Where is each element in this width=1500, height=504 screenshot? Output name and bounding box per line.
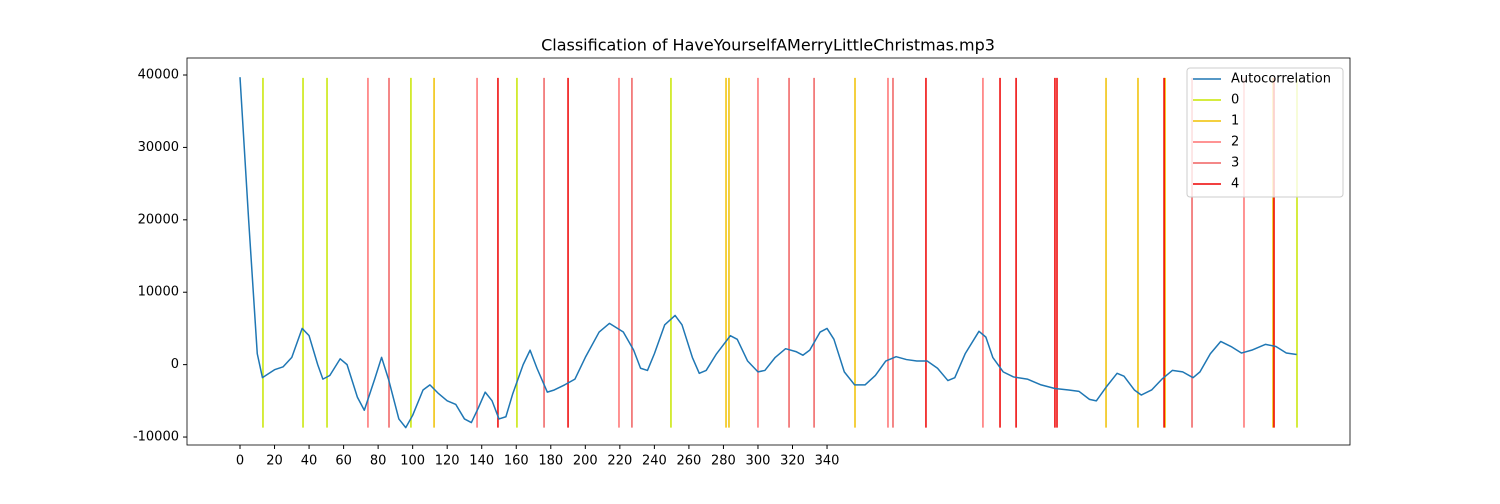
x-tick-label: 180: [538, 454, 563, 469]
x-tick-label: 80: [370, 454, 387, 469]
chart-title: Classification of HaveYourselfAMerryLitt…: [541, 36, 995, 55]
x-tick-label: 300: [746, 454, 771, 469]
legend-label: 4: [1231, 177, 1239, 192]
x-tick-label: 140: [469, 454, 494, 469]
plot-frame: [186, 57, 1351, 446]
x-tick-label: 0: [236, 454, 244, 469]
y-tick-label: 10000: [138, 285, 179, 300]
y-tick-label: 30000: [138, 140, 179, 155]
y-tick-label: 20000: [138, 212, 179, 227]
x-tick-label: 120: [435, 454, 460, 469]
x-tick-label: 160: [504, 454, 529, 469]
x-tick-label: 40: [301, 454, 318, 469]
x-tick-label: 280: [711, 454, 736, 469]
y-tick-label: -10000: [133, 430, 179, 445]
x-tick-label: 100: [400, 454, 425, 469]
legend-label: Autocorrelation: [1231, 72, 1331, 87]
x-tick-label: 320: [780, 454, 805, 469]
x-tick-label: 240: [642, 454, 667, 469]
x-tick-label: 260: [676, 454, 701, 469]
x-tick-label: 20: [266, 454, 283, 469]
legend-label: 0: [1231, 93, 1239, 108]
legend-label: 2: [1231, 135, 1239, 150]
y-tick-label: 40000: [138, 68, 179, 83]
legend-label: 1: [1231, 114, 1239, 129]
legend-label: 3: [1231, 156, 1239, 171]
x-tick-label: 340: [815, 454, 840, 469]
x-tick-label: 220: [607, 454, 632, 469]
legend-box: [1186, 67, 1344, 198]
y-tick-label: 0: [171, 357, 179, 372]
data-line: [239, 77, 1297, 429]
x-tick-label: 60: [335, 454, 352, 469]
x-tick-label: 200: [573, 454, 598, 469]
